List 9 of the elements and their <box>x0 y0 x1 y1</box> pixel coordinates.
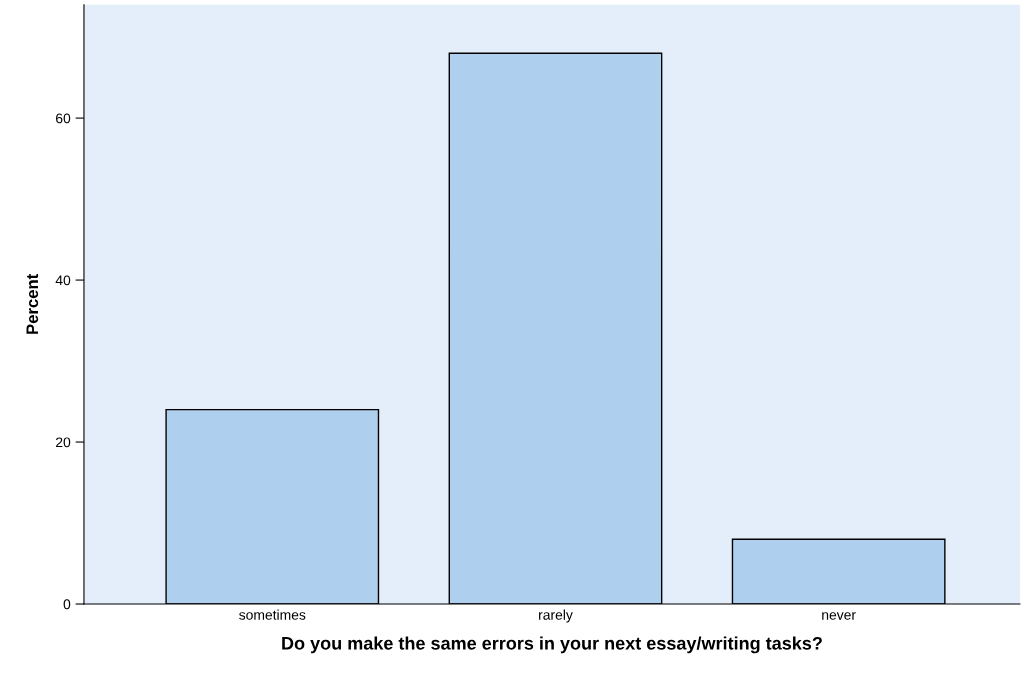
y-tick-label: 0 <box>63 599 71 610</box>
y-tick-label: 40 <box>55 275 71 286</box>
y-tick-label: 20 <box>56 437 71 448</box>
x-tick-label: sometimes <box>239 609 306 620</box>
y-axis-title: Percent <box>26 274 39 334</box>
x-tick-label: never <box>822 612 856 620</box>
y-tick-label: 60 <box>56 113 71 124</box>
x-tick-label: rarely <box>539 609 573 623</box>
x-axis-title: Do you make the same errors in your next essay/writing tasks? <box>282 636 822 654</box>
